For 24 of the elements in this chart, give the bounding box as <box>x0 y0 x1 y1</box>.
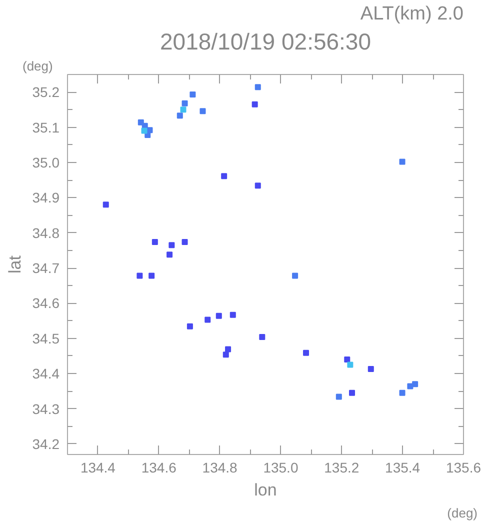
x-tick-label: 135.6 <box>446 460 482 476</box>
y-tick-label: 34.3 <box>32 400 60 417</box>
chart-title: 2018/10/19 02:56:30 <box>160 28 372 54</box>
y-tick-label: 35.2 <box>32 84 60 100</box>
y-tick-label: 35.0 <box>32 154 60 170</box>
y-tick-label: 34.6 <box>32 295 60 312</box>
x-tick-label: 135.4 <box>385 460 420 476</box>
y-tick-label: 34.8 <box>32 224 60 241</box>
y-tick-label: 35.1 <box>32 119 60 136</box>
x-tick-label: 135.2 <box>324 460 360 476</box>
y-tick-label: 34.4 <box>32 366 60 382</box>
y-tick-label: 34.2 <box>32 436 60 452</box>
text: (deg) <box>22 58 53 74</box>
y-tick-label: 34.5 <box>32 330 60 346</box>
y-axis-title: lat <box>5 255 24 274</box>
x-tick-label: 134.6 <box>141 460 177 476</box>
y-tick-label: 34.7 <box>32 260 60 276</box>
chart-subtitle: ALT(km) 2.0 <box>360 4 464 24</box>
x-tick-label: 134.4 <box>80 460 116 476</box>
x-axis-title: lon <box>254 480 277 500</box>
text: (deg) <box>447 506 478 520</box>
x-tick-label: 134.8 <box>202 460 238 476</box>
y-tick-label: 34.9 <box>32 190 60 206</box>
x-tick-label: 135.0 <box>263 460 298 476</box>
